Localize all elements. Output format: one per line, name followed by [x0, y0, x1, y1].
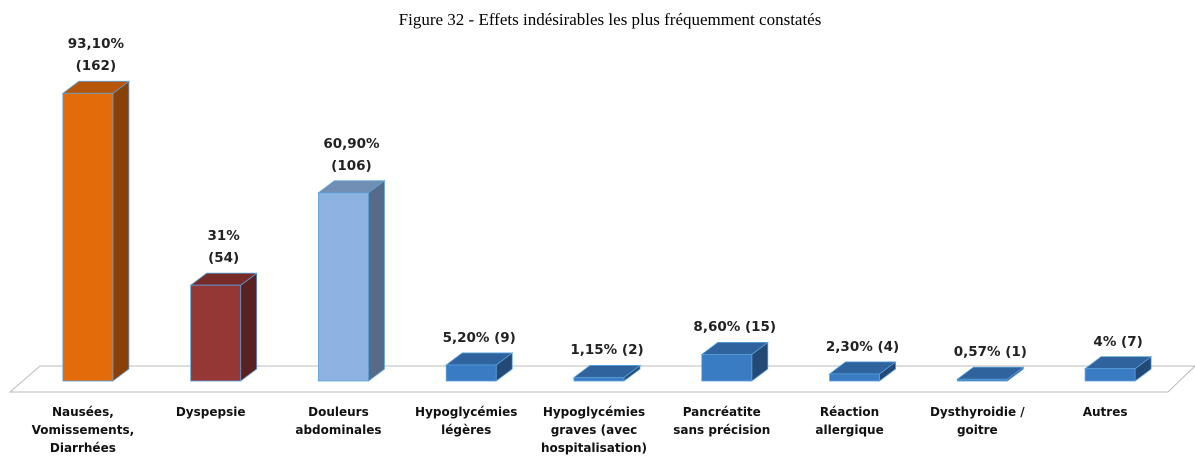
x-tick-label: Hypoglycémies graves (avec hospitalisati…	[540, 405, 648, 455]
bar-side	[112, 80, 130, 382]
value-label: 2,30% (4)	[825, 338, 900, 355]
bar	[318, 192, 369, 382]
bar-side	[368, 180, 385, 382]
bar	[445, 364, 497, 382]
bar	[701, 354, 753, 382]
bar	[190, 284, 242, 382]
value-label: 8,60% (15)	[693, 319, 777, 336]
value-label: 5,20% (9)	[442, 329, 516, 346]
x-tick-label: Dyspepsie	[175, 405, 246, 419]
bar-side	[240, 272, 258, 382]
bar	[956, 378, 1008, 382]
value-label: 93,10% (162)	[67, 36, 124, 75]
value-label: 4% (7)	[1093, 333, 1143, 350]
bar	[62, 92, 114, 382]
value-label: 60,90% (106)	[323, 135, 380, 174]
x-tick-label: Nausées, Vomissements, Diarrhées	[31, 405, 135, 455]
chart-title: Figure 32 - Effets indésirables les plus…	[398, 10, 822, 29]
value-label: 31% (54)	[207, 228, 240, 267]
x-tick-label: Douleurs abdominales	[295, 405, 382, 437]
x-tick-label: Autres	[1082, 405, 1128, 419]
x-tick-label: Réaction allergique	[815, 405, 884, 437]
x-tick-label: Dysthyroidie / goitre	[929, 405, 1025, 437]
x-tick-label: Hypoglycémies légères	[415, 405, 518, 437]
bar	[573, 377, 625, 382]
bar	[1084, 368, 1136, 382]
x-tick-label: Pancréatite sans précision	[673, 405, 771, 437]
value-label: 0,57% (1)	[953, 344, 1027, 361]
value-label: 1,15% (2)	[570, 342, 644, 359]
bar	[829, 373, 880, 382]
